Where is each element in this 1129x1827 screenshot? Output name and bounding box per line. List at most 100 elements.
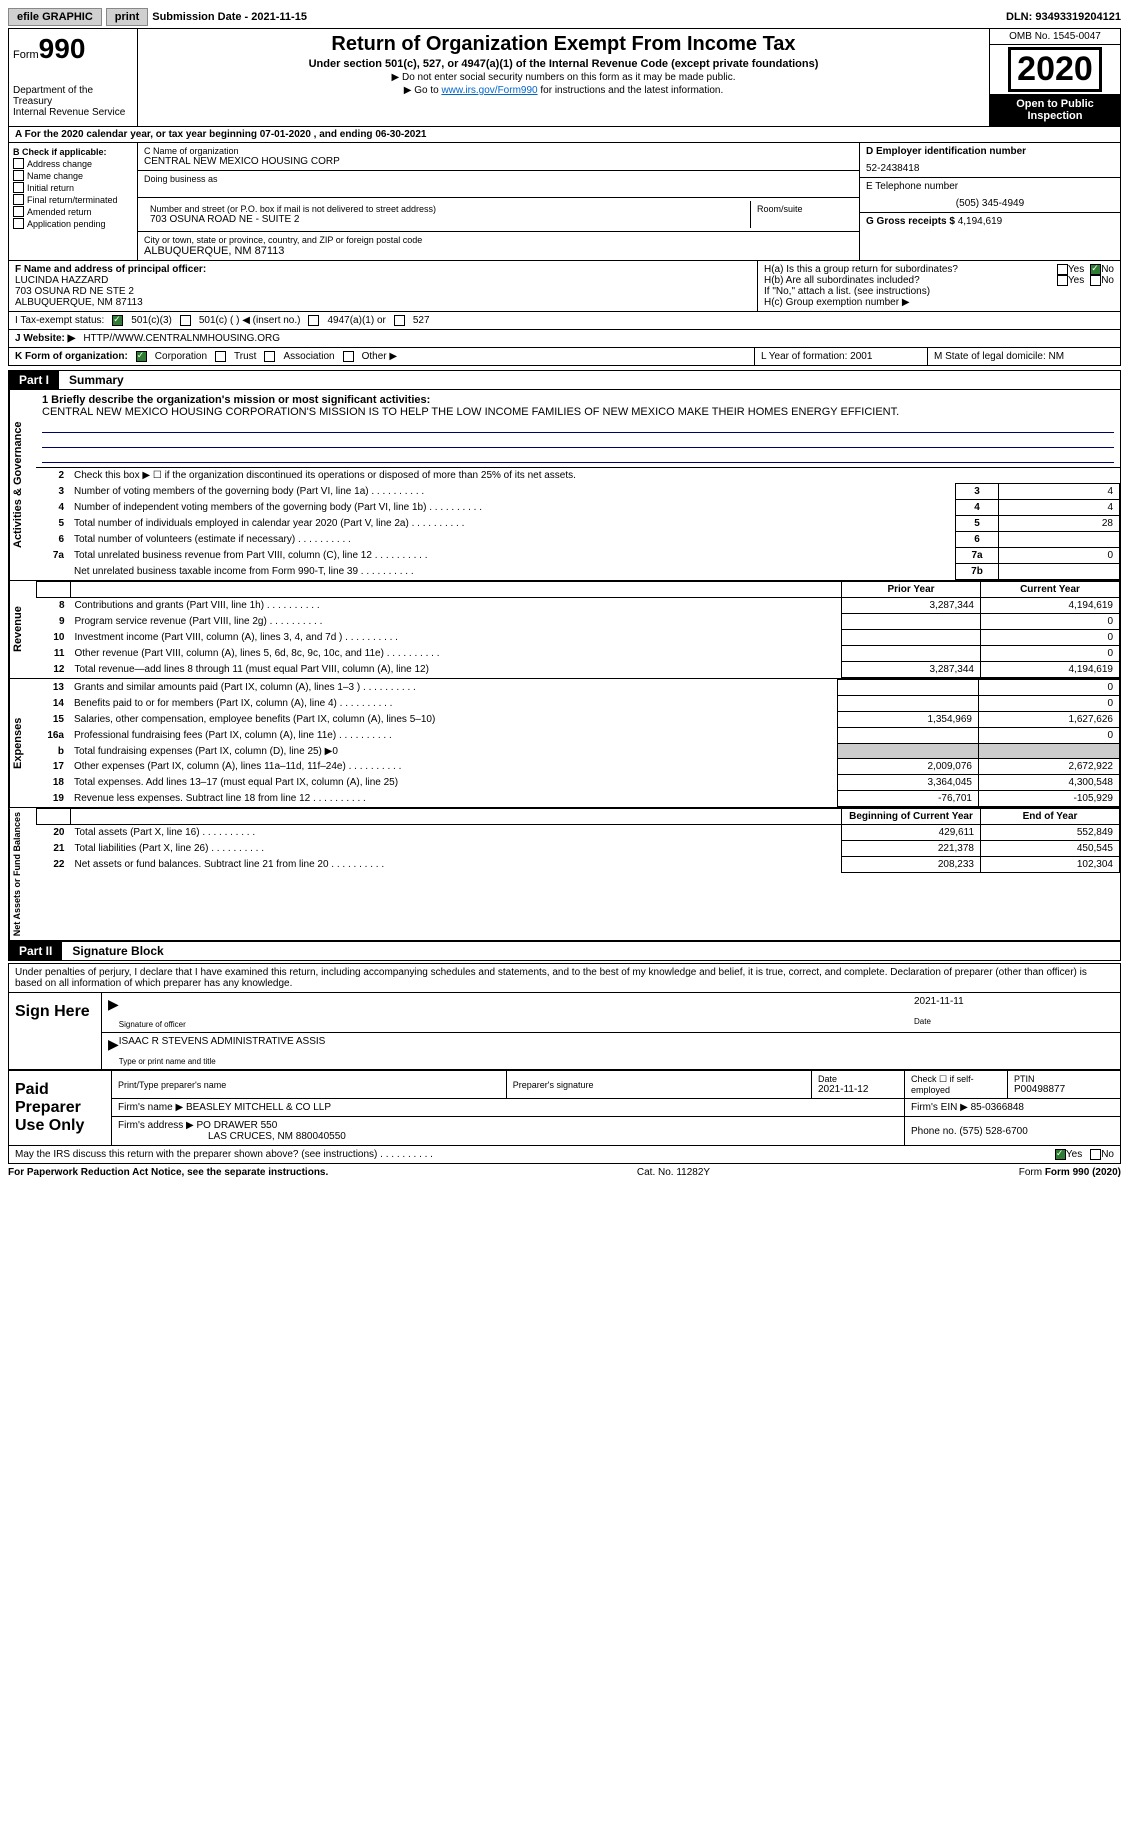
ein-cell: D Employer identification number 52-2438… xyxy=(860,143,1120,178)
e13-curr: 0 xyxy=(979,680,1120,696)
chk-527[interactable] xyxy=(394,315,405,326)
chk-discuss-yes[interactable] xyxy=(1055,1149,1066,1160)
org-name: CENTRAL NEW MEXICO HOUSING CORP xyxy=(144,156,853,167)
chk-discuss-no[interactable] xyxy=(1090,1149,1101,1160)
col-b-checkboxes: B Check if applicable: Address change Na… xyxy=(9,143,138,260)
prep-selfemp-label: Check ☐ if self-employed xyxy=(911,1074,1001,1095)
e14-no: 14 xyxy=(36,696,70,712)
r9-curr: 0 xyxy=(981,614,1120,630)
na21-text: Total liabilities (Part X, line 26) xyxy=(71,841,842,857)
lbl-yes: Yes xyxy=(1068,264,1084,275)
prep-date-label: Date xyxy=(818,1074,898,1084)
lbl-discuss-yes: Yes xyxy=(1066,1149,1082,1160)
open-inspection: Open to Public Inspection xyxy=(990,94,1120,126)
submission-label-text: Submission Date - xyxy=(152,11,251,23)
ptin-value: P00498877 xyxy=(1014,1084,1114,1095)
r12-no: 12 xyxy=(37,662,71,678)
sig-date-label: Date xyxy=(914,1007,1114,1026)
r9-text: Program service revenue (Part VIII, line… xyxy=(71,614,842,630)
firm-name-label: Firm's name ▶ xyxy=(118,1102,183,1113)
year-formation: L Year of formation: 2001 xyxy=(755,348,928,365)
r9-prior xyxy=(842,614,981,630)
website-label: J Website: ▶ xyxy=(15,333,75,344)
e18-curr: 4,300,548 xyxy=(979,775,1120,791)
ln6-no: 6 xyxy=(36,532,70,548)
dln-label: DLN: xyxy=(1006,11,1035,23)
officer-name-label: Type or print name and title xyxy=(119,1047,1114,1066)
officer-addr2: ALBUQUERQUE, NM 87113 xyxy=(15,297,751,308)
chk-hb-yes[interactable] xyxy=(1057,275,1068,286)
goto-prefix: ▶ Go to xyxy=(404,85,442,96)
tax-status-label: I Tax-exempt status: xyxy=(15,315,104,326)
na21-end: 450,545 xyxy=(981,841,1120,857)
e18-prior: 3,364,045 xyxy=(838,775,979,791)
firm-phone-value: (575) 528-6700 xyxy=(959,1126,1027,1137)
e13-no: 13 xyxy=(36,680,70,696)
e16b-text: Total fundraising expenses (Part IX, col… xyxy=(70,744,838,759)
row-i: I Tax-exempt status: 501(c)(3) 501(c) ( … xyxy=(8,312,1121,330)
na20-end: 552,849 xyxy=(981,825,1120,841)
lbl-501c3: 501(c)(3) xyxy=(131,315,172,326)
ptin-label: PTIN xyxy=(1014,1074,1114,1084)
chk-501c3[interactable] xyxy=(112,315,123,326)
chk-trust[interactable] xyxy=(215,351,226,362)
e16a-curr: 0 xyxy=(979,728,1120,744)
chk-address-change[interactable] xyxy=(13,158,24,169)
chk-assoc[interactable] xyxy=(264,351,275,362)
form-number: 990 xyxy=(39,33,86,64)
r10-prior xyxy=(842,630,981,646)
lbl-discuss-no: No xyxy=(1101,1149,1114,1160)
hdr-prior-year: Prior Year xyxy=(842,582,981,598)
ln3-box: 3 xyxy=(956,484,999,500)
arrow-icon-2: ▶ xyxy=(108,1036,119,1066)
chk-other[interactable] xyxy=(343,351,354,362)
irs-link[interactable]: www.irs.gov/Form990 xyxy=(441,85,537,96)
summary-netassets: Net Assets or Fund Balances Beginning of… xyxy=(8,808,1121,941)
dba-label: Doing business as xyxy=(144,174,853,184)
col-c: C Name of organization CENTRAL NEW MEXIC… xyxy=(138,143,859,260)
e17-curr: 2,672,922 xyxy=(979,759,1120,775)
lbl-527: 527 xyxy=(413,315,430,326)
row-klm: K Form of organization: Corporation Trus… xyxy=(8,348,1121,366)
dba-cell: Doing business as xyxy=(138,171,859,198)
na20-begin: 429,611 xyxy=(842,825,981,841)
r8-curr: 4,194,619 xyxy=(981,598,1120,614)
ln5-val: 28 xyxy=(999,516,1120,532)
chk-app-pending[interactable] xyxy=(13,218,24,229)
chk-initial-return[interactable] xyxy=(13,182,24,193)
ln7a-no: 7a xyxy=(36,548,70,564)
chk-hb-no[interactable] xyxy=(1090,275,1101,286)
officer-printed-name: ISAAC R STEVENS ADMINISTRATIVE ASSIS xyxy=(119,1036,1114,1047)
e17-no: 17 xyxy=(36,759,70,775)
part1-header: Part I Summary xyxy=(8,370,1121,390)
ln7b-no xyxy=(36,564,70,580)
firm-name-value: BEASLEY MITCHELL & CO LLP xyxy=(186,1102,331,1113)
ein-value: 52-2438418 xyxy=(866,163,1114,174)
ln3-text: Number of voting members of the governin… xyxy=(70,484,956,500)
chk-amended[interactable] xyxy=(13,206,24,217)
e16a-text: Professional fundraising fees (Part IX, … xyxy=(70,728,838,744)
chk-501c[interactable] xyxy=(180,315,191,326)
chk-ha-no[interactable] xyxy=(1090,264,1101,275)
chk-corp[interactable] xyxy=(136,351,147,362)
chk-name-change[interactable] xyxy=(13,170,24,181)
form-footer: Form Form 990 (2020) xyxy=(1019,1167,1121,1178)
prep-sig-label: Preparer's signature xyxy=(513,1080,805,1090)
prep-date-value: 2021-11-12 xyxy=(818,1084,898,1095)
part2-title: Signature Block xyxy=(62,942,173,960)
vtab-revenue: Revenue xyxy=(9,581,36,678)
r11-text: Other revenue (Part VIII, column (A), li… xyxy=(71,646,842,662)
na22-end: 102,304 xyxy=(981,857,1120,873)
lbl-assoc: Association xyxy=(283,351,334,362)
ln4-val: 4 xyxy=(999,500,1120,516)
print-button[interactable]: print xyxy=(106,8,148,26)
ln7a-val: 0 xyxy=(999,548,1120,564)
part1-tag: Part I xyxy=(9,371,59,389)
r8-text: Contributions and grants (Part VIII, lin… xyxy=(71,598,842,614)
preparer-table: Paid Preparer Use Only Print/Type prepar… xyxy=(8,1070,1121,1146)
ln4-text: Number of independent voting members of … xyxy=(70,500,956,516)
chk-ha-yes[interactable] xyxy=(1057,264,1068,275)
top-toolbar: efile GRAPHIC print Submission Date - 20… xyxy=(8,8,1121,26)
chk-4947[interactable] xyxy=(308,315,319,326)
chk-final-return[interactable] xyxy=(13,194,24,205)
